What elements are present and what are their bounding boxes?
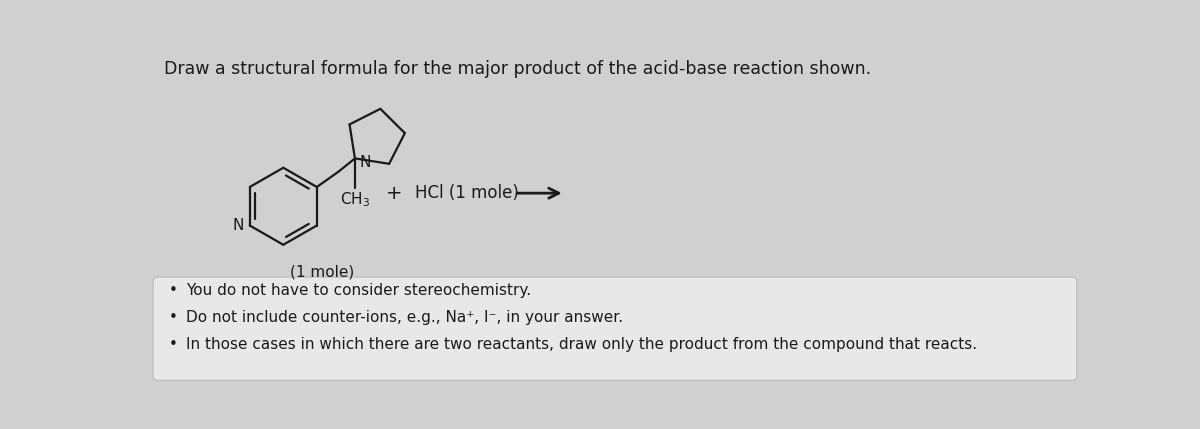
Text: (1 mole): (1 mole): [289, 265, 354, 280]
Text: CH$_3$: CH$_3$: [340, 191, 370, 209]
Text: Do not include counter-ions, e.g., Na⁺, I⁻, in your answer.: Do not include counter-ions, e.g., Na⁺, …: [186, 310, 623, 325]
FancyBboxPatch shape: [154, 277, 1076, 380]
Text: •: •: [169, 284, 178, 299]
Text: •: •: [169, 337, 178, 352]
Text: N: N: [232, 218, 244, 233]
Text: You do not have to consider stereochemistry.: You do not have to consider stereochemis…: [186, 284, 530, 299]
Text: N: N: [360, 155, 371, 170]
Text: In those cases in which there are two reactants, draw only the product from the : In those cases in which there are two re…: [186, 337, 977, 352]
Text: Draw a structural formula for the major product of the acid-base reaction shown.: Draw a structural formula for the major …: [164, 60, 871, 78]
Text: •: •: [169, 310, 178, 325]
Text: HCl (1 mole): HCl (1 mole): [415, 184, 518, 202]
Text: +: +: [386, 184, 402, 202]
